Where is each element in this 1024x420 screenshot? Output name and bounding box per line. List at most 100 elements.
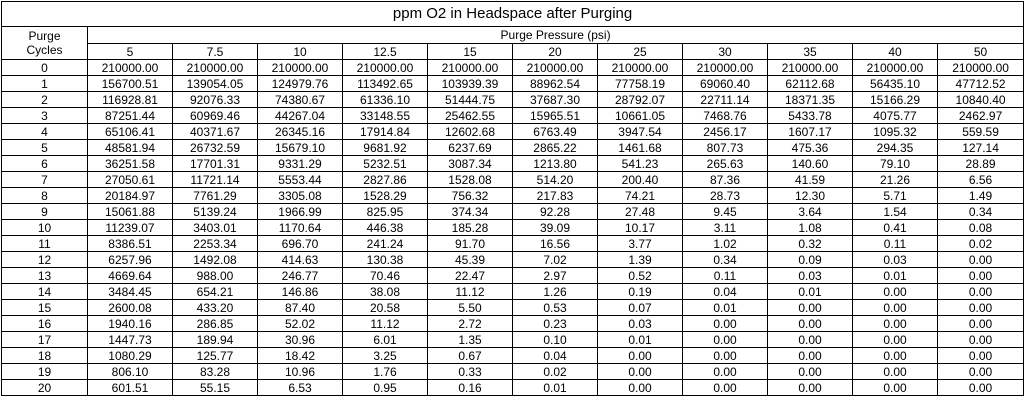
value-cell: 130.38: [342, 251, 428, 268]
value-cell: 3484.45: [87, 283, 173, 300]
value-cell: 26345.16: [257, 123, 343, 140]
value-cell: 5232.51: [342, 155, 428, 172]
cycle-cell: 3: [1, 107, 88, 124]
value-cell: 654.21: [172, 283, 258, 300]
value-cell: 0.09: [767, 251, 853, 268]
value-cell: 87.40: [257, 299, 343, 316]
table-row: 14 3484.45 654.21 146.86 38.08 11.12 1.26 0.19 0…: [1, 283, 1024, 300]
cycle-cell: 18: [1, 347, 88, 364]
table-row: 3 87251.44 60969.46 44267.04 33148.55 25462.5…: [1, 107, 1024, 124]
value-cell: 6763.49: [512, 123, 598, 140]
value-cell: 294.35: [852, 139, 938, 156]
value-cell: 9.45: [682, 203, 768, 220]
value-cell: 0.00: [936, 315, 1024, 332]
value-cell: 92.28: [512, 203, 598, 220]
value-cell: 0.52: [597, 267, 683, 284]
value-cell: 6237.69: [427, 139, 513, 156]
cycle-cell: 20: [1, 379, 88, 396]
value-cell: 210000.00: [767, 59, 853, 76]
value-cell: 0.00: [597, 363, 683, 380]
cycle-cell: 13: [1, 267, 88, 284]
value-cell: 45.39: [427, 251, 513, 268]
table-row: 10 11239.07 3403.01 1170.64 446.38 185.28 39.0…: [1, 219, 1024, 236]
pressure-header-cell: 35: [767, 43, 853, 60]
value-cell: 10.96: [257, 363, 343, 380]
value-cell: 0.23: [512, 315, 598, 332]
value-cell: 87251.44: [87, 107, 173, 124]
value-cell: 12602.68: [427, 123, 513, 140]
value-cell: 61336.10: [342, 91, 428, 108]
table-row: 13 4669.64 988.00 246.77 70.46 22.47 2.97 0.52 0…: [1, 267, 1024, 284]
value-cell: 6.56: [936, 171, 1024, 188]
value-cell: 0.01: [682, 299, 768, 316]
table-row: 20 601.51 55.15 6.53 0.95 0.16 0.01 0.00 0.00 0.0…: [1, 379, 1024, 396]
value-cell: 15965.51: [512, 107, 598, 124]
value-cell: 27050.61: [87, 171, 173, 188]
value-cell: 0.00: [936, 331, 1024, 348]
value-cell: 185.28: [427, 219, 513, 236]
value-cell: 18371.35: [767, 91, 853, 108]
value-cell: 12.30: [767, 187, 853, 204]
value-cell: 0.00: [767, 363, 853, 380]
value-cell: 0.00: [852, 299, 938, 316]
value-cell: 69060.40: [682, 75, 768, 92]
table-row: 9 15061.88 5139.24 1966.99 825.95 374.34 92.28…: [1, 203, 1024, 220]
value-cell: 20.58: [342, 299, 428, 316]
table-row: 7 27050.61 11721.14 5553.44 2827.86 1528.08 51…: [1, 171, 1024, 188]
value-cell: 70.46: [342, 267, 428, 284]
value-cell: 0.01: [767, 283, 853, 300]
value-cell: 127.14: [936, 139, 1024, 156]
value-cell: 146.86: [257, 283, 343, 300]
value-cell: 44267.04: [257, 107, 343, 124]
value-cell: 15166.29: [852, 91, 938, 108]
value-cell: 0.00: [936, 363, 1024, 380]
pressure-header-cell: 20: [512, 43, 598, 60]
table-row: 6 36251.58 17701.31 9331.29 5232.51 3087.34 12…: [1, 155, 1024, 172]
value-cell: 17914.84: [342, 123, 428, 140]
value-cell: 0.04: [512, 347, 598, 364]
value-cell: 16.56: [512, 235, 598, 252]
value-cell: 28792.07: [597, 91, 683, 108]
value-cell: 0.03: [767, 267, 853, 284]
value-cell: 446.38: [342, 219, 428, 236]
table-row: 16 1940.16 286.85 52.02 11.12 2.72 0.23 0.03 0.0…: [1, 315, 1024, 332]
value-cell: 0.16: [427, 379, 513, 396]
value-cell: 559.59: [936, 123, 1024, 140]
value-cell: 210000.00: [257, 59, 343, 76]
pressure-header-row: 5 7.5 10 12.5 15 20 25 30 35 40 50: [2, 43, 1024, 60]
value-cell: 2865.22: [512, 139, 598, 156]
cycle-cell: 6: [1, 155, 88, 172]
value-cell: 1170.64: [257, 219, 343, 236]
value-cell: 87.36: [682, 171, 768, 188]
value-cell: 0.00: [682, 315, 768, 332]
value-cell: 374.34: [427, 203, 513, 220]
purge-cycles-header: Purge Cycles: [1, 26, 88, 60]
value-cell: 51444.75: [427, 91, 513, 108]
value-cell: 1080.29: [87, 347, 173, 364]
value-cell: 125.77: [172, 347, 258, 364]
value-cell: 1.35: [427, 331, 513, 348]
value-cell: 0.11: [852, 235, 938, 252]
value-cell: 21.26: [852, 171, 938, 188]
value-cell: 0.07: [597, 299, 683, 316]
value-cell: 0.00: [936, 283, 1024, 300]
value-cell: 2827.86: [342, 171, 428, 188]
cycle-cell: 9: [1, 203, 88, 220]
value-cell: 9681.92: [342, 139, 428, 156]
value-cell: 74380.67: [257, 91, 343, 108]
value-cell: 5.50: [427, 299, 513, 316]
value-cell: 0.33: [427, 363, 513, 380]
value-cell: 414.63: [257, 251, 343, 268]
value-cell: 36251.58: [87, 155, 173, 172]
table-row: 12 6257.96 1492.08 414.63 130.38 45.39 7.02 1.3…: [1, 251, 1024, 268]
value-cell: 6.53: [257, 379, 343, 396]
value-cell: 217.83: [512, 187, 598, 204]
value-cell: 0.32: [767, 235, 853, 252]
value-cell: 1528.08: [427, 171, 513, 188]
value-cell: 0.00: [936, 379, 1024, 396]
value-cell: 52.02: [257, 315, 343, 332]
value-cell: 5553.44: [257, 171, 343, 188]
value-cell: 475.36: [767, 139, 853, 156]
value-cell: 541.23: [597, 155, 683, 172]
value-cell: 83.28: [172, 363, 258, 380]
